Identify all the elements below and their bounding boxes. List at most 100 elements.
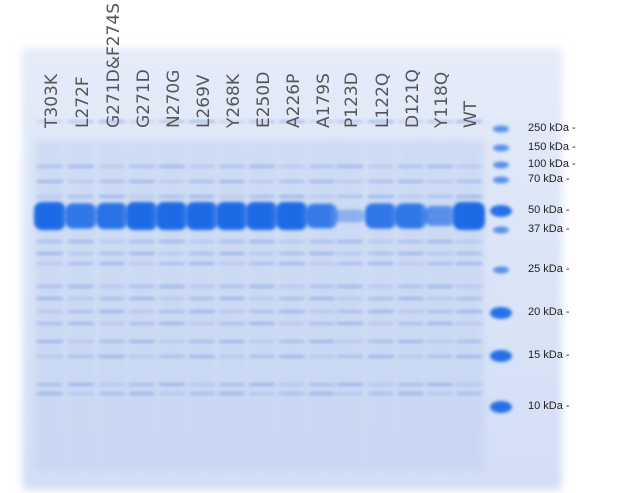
minor-band: [456, 297, 482, 300]
minor-band: [309, 262, 335, 265]
minor-band: [279, 165, 305, 168]
minor-band: [337, 310, 363, 313]
minor-band: [37, 252, 63, 255]
lane-label: L272F: [73, 76, 93, 128]
main-band: [186, 202, 218, 230]
minor-band: [398, 240, 424, 243]
minor-band: [337, 240, 363, 243]
minor-band: [398, 195, 424, 198]
minor-band: [99, 262, 125, 265]
minor-band: [456, 240, 482, 243]
minor-band: [279, 195, 305, 198]
main-band: [126, 202, 158, 230]
minor-band: [159, 240, 185, 243]
lane: [35, 140, 65, 470]
minor-band: [309, 195, 335, 198]
minor-band: [68, 180, 94, 183]
main-band: [96, 202, 128, 230]
main-band: [246, 202, 278, 230]
minor-band: [37, 310, 63, 313]
ladder-band: [490, 401, 512, 413]
minor-band: [189, 383, 215, 386]
lane-label: Y268K: [224, 73, 244, 129]
minor-band: [427, 285, 453, 288]
minor-band: [456, 285, 482, 288]
minor-band: [456, 355, 482, 358]
ladder-band: [490, 350, 512, 362]
minor-band: [129, 252, 155, 255]
lane-label: E250D: [254, 72, 274, 128]
minor-band: [456, 120, 482, 123]
minor-band: [159, 120, 185, 123]
minor-band: [427, 392, 453, 395]
minor-band: [337, 120, 363, 123]
main-band: [424, 206, 456, 226]
minor-band: [99, 165, 125, 168]
lane: [127, 140, 157, 470]
minor-band: [159, 322, 185, 325]
minor-band: [189, 120, 215, 123]
minor-band: [219, 340, 245, 343]
minor-band: [249, 310, 275, 313]
minor-band: [309, 180, 335, 183]
minor-band: [427, 262, 453, 265]
minor-band: [249, 120, 275, 123]
minor-band: [159, 310, 185, 313]
minor-band: [37, 240, 63, 243]
minor-band: [249, 392, 275, 395]
lane: [335, 140, 365, 470]
minor-band: [249, 340, 275, 343]
minor-band: [129, 322, 155, 325]
minor-band: [427, 195, 453, 198]
main-band: [65, 203, 97, 229]
minor-band: [37, 297, 63, 300]
lanes: [34, 120, 512, 470]
minor-band: [279, 240, 305, 243]
ladder-band: [493, 161, 509, 169]
minor-band: [427, 180, 453, 183]
lane: [366, 140, 396, 470]
minor-band: [398, 340, 424, 343]
minor-band: [99, 195, 125, 198]
minor-band: [68, 297, 94, 300]
minor-band: [309, 252, 335, 255]
minor-band: [427, 340, 453, 343]
ladder-band: [493, 266, 509, 274]
ladder-band: [493, 144, 509, 152]
minor-band: [129, 310, 155, 313]
minor-band: [368, 340, 394, 343]
lane: [66, 140, 96, 470]
minor-band: [427, 297, 453, 300]
minor-band: [219, 195, 245, 198]
minor-band: [398, 310, 424, 313]
minor-band: [368, 262, 394, 265]
minor-band: [337, 195, 363, 198]
minor-band: [99, 180, 125, 183]
minor-band: [279, 340, 305, 343]
minor-band: [99, 340, 125, 343]
minor-band: [159, 180, 185, 183]
main-band: [34, 202, 66, 230]
minor-band: [456, 392, 482, 395]
minor-band: [68, 262, 94, 265]
minor-band: [37, 120, 63, 123]
minor-band: [427, 322, 453, 325]
lane: [307, 140, 337, 470]
minor-band: [159, 355, 185, 358]
marker-label: 15 kDa -: [528, 349, 570, 361]
minor-band: [219, 165, 245, 168]
minor-band: [219, 355, 245, 358]
minor-band: [456, 262, 482, 265]
main-band: [216, 202, 248, 230]
marker-label: 20 kDa -: [528, 306, 570, 318]
minor-band: [68, 252, 94, 255]
minor-band: [279, 180, 305, 183]
marker-label: 37 kDa -: [528, 223, 570, 235]
minor-band: [159, 195, 185, 198]
minor-band: [279, 383, 305, 386]
minor-band: [279, 120, 305, 123]
minor-band: [337, 165, 363, 168]
minor-band: [219, 285, 245, 288]
minor-band: [99, 310, 125, 313]
